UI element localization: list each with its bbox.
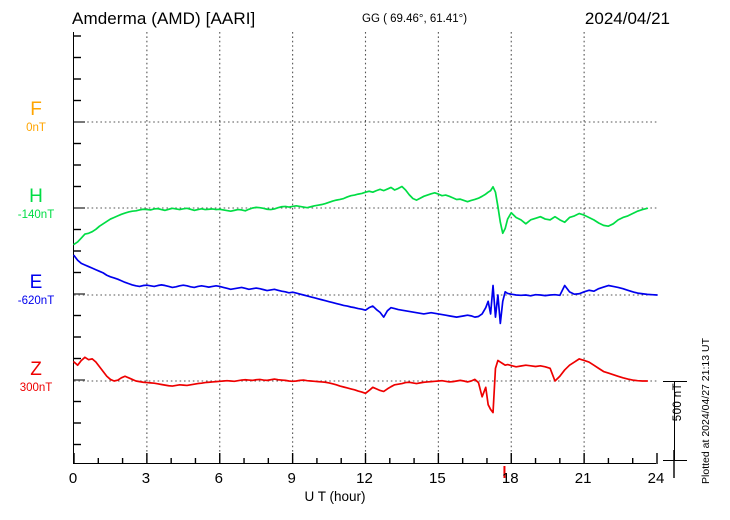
trace-E: [73, 254, 658, 325]
component-label-F: F 0nT: [0, 100, 72, 135]
x-tick-label-6: 6: [214, 470, 223, 487]
geographic-coordinates: GG ( 69.46°, 61.41°): [362, 13, 468, 25]
plotted-at-text: Plotted at 2024/04/27 21:13 UT: [700, 338, 712, 484]
component-label-H: H -140nT: [0, 187, 72, 222]
x-tick-label-0: 0: [68, 470, 78, 487]
x-axis-title-text: U T (hour): [304, 489, 366, 504]
component-letter-F: F: [30, 99, 42, 120]
x-tick-label-12: 12: [356, 470, 373, 487]
x-tick-label-9: 9: [287, 470, 296, 487]
component-letter-Z: Z: [30, 359, 42, 380]
component-letter-E: E: [29, 272, 43, 293]
scale-bar: [662, 381, 688, 461]
magnetogram-svg: [73, 32, 675, 478]
x-tick-label-3: 3: [141, 470, 151, 487]
observation-date: 2024/04/21: [584, 9, 670, 28]
scale-bar-line: [674, 381, 676, 461]
x-tick-label-21: 21: [574, 470, 592, 487]
trace-H: [73, 185, 649, 246]
x-tick-label-15: 15: [429, 470, 446, 487]
component-baseline-Z: 300nT: [19, 382, 53, 394]
scale-bar-label: 500 nT: [672, 383, 684, 422]
scale-bar-bottom-cap: [663, 459, 687, 461]
component-label-Z: Z 300nT: [0, 360, 72, 395]
component-baseline-E: -620nT: [17, 295, 55, 307]
x-tick-label-24: 24: [647, 470, 665, 487]
component-letter-H: H: [29, 186, 43, 207]
component-baseline-F: 0nT: [26, 122, 46, 134]
station-title: Amderma (AMD) [AARI]: [72, 9, 256, 28]
component-baseline-H: -140nT: [17, 209, 55, 221]
x-axis-title: U T (hour): [0, 489, 730, 504]
component-label-E: E -620nT: [0, 273, 72, 308]
trace-Z: [73, 356, 649, 414]
plot-area: [73, 32, 675, 478]
x-tick-label-18: 18: [501, 470, 519, 487]
